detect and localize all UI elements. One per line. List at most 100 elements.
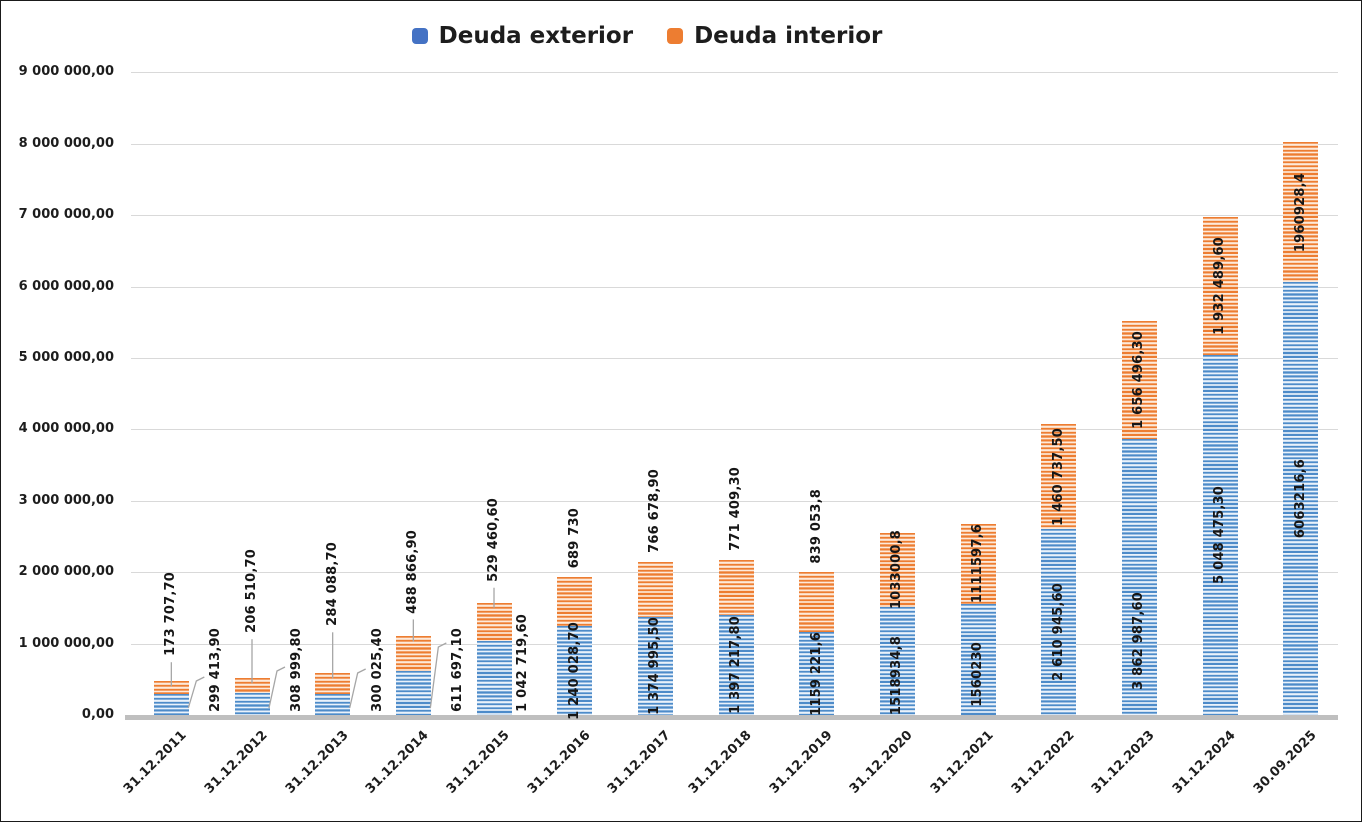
x-axis-label: 30.09.2025 bbox=[1250, 728, 1320, 797]
bar-segment-deuda-interior[interactable] bbox=[476, 602, 512, 641]
data-label-wrap: 1 932 489,60 bbox=[1211, 217, 1229, 355]
x-axis-label: 31.12.2024 bbox=[1169, 728, 1239, 797]
data-label-deuda-interior: 689 730 bbox=[566, 508, 582, 569]
data-label-deuda-interior: 766 678,90 bbox=[647, 469, 663, 554]
data-label-wrap: 1159 221,6 bbox=[808, 631, 826, 716]
data-label-wrap: 1 240 028,70 bbox=[566, 622, 584, 720]
data-label-deuda-exterior: 1518934,8 bbox=[889, 636, 905, 716]
data-label-deuda-interior: 771 409,30 bbox=[728, 467, 743, 552]
legend-item-deuda-exterior[interactable]: Deuda exterior bbox=[411, 23, 634, 49]
bar-segment-deuda-interior[interactable] bbox=[153, 681, 189, 694]
data-label-deuda-exterior: 300 025,40 bbox=[369, 628, 385, 712]
data-label-deuda-exterior: 1 042 719,60 bbox=[515, 614, 530, 712]
y-axis-label: 9 000 000,00 bbox=[18, 64, 114, 80]
data-label-deuda-interior: 1111597,6 bbox=[970, 524, 985, 604]
data-label-wrap: 1 460 737,50 bbox=[1050, 424, 1068, 528]
data-label-wrap: 1518934,8 bbox=[888, 607, 906, 715]
y-axis-label: 7 000 000,00 bbox=[18, 207, 114, 223]
data-label-deuda-interior: 488 866,90 bbox=[405, 529, 421, 614]
data-label-deuda-interior: 1 656 496,30 bbox=[1131, 331, 1147, 429]
y-axis-label: 4 000 000,00 bbox=[18, 421, 114, 437]
x-axis-label: 31.12.2018 bbox=[685, 728, 755, 797]
data-label-deuda-interior: 839 053,8 bbox=[808, 488, 824, 564]
x-axis-label: 31.12.2019 bbox=[766, 728, 836, 797]
data-label-deuda-exterior: 1159 221,6 bbox=[808, 631, 824, 716]
data-label-wrap: 1 374 995,50 bbox=[646, 617, 664, 715]
bar-segment-deuda-exterior[interactable] bbox=[476, 640, 512, 715]
x-axis-label: 31.12.2015 bbox=[443, 728, 513, 797]
bar-segment-deuda-interior[interactable] bbox=[799, 572, 835, 633]
x-axis-label: 31.12.2020 bbox=[847, 728, 916, 797]
bar-segment-deuda-interior[interactable] bbox=[1202, 216, 1238, 355]
data-label-wrap: 1560230 bbox=[969, 604, 987, 715]
x-axis-label: 31.12.2016 bbox=[524, 728, 594, 797]
data-label-deuda-exterior: 308 999,80 bbox=[289, 628, 304, 712]
data-label-wrap: 1111597,6 bbox=[969, 524, 987, 603]
data-label-deuda-exterior: 5 048 475,30 bbox=[1212, 485, 1227, 584]
bar-segment-deuda-exterior[interactable] bbox=[315, 693, 351, 715]
legend-item-deuda-interior[interactable]: Deuda interior bbox=[667, 23, 882, 49]
y-axis-label: 5 000 000,00 bbox=[18, 350, 114, 365]
y-axis-label: 6 000 000,00 bbox=[18, 278, 114, 294]
data-label-wrap: 1 397 217,80 bbox=[727, 615, 745, 715]
bar-segment-deuda-interior[interactable] bbox=[1121, 320, 1157, 440]
bar-segment-deuda-exterior[interactable] bbox=[1041, 528, 1077, 715]
bar-segment-deuda-interior[interactable] bbox=[395, 636, 431, 672]
bar-segment-deuda-exterior[interactable] bbox=[557, 626, 593, 715]
bar-segment-deuda-exterior[interactable] bbox=[637, 616, 673, 715]
data-label-deuda-interior: 1033000,8 bbox=[889, 530, 905, 610]
bar-segment-deuda-interior[interactable] bbox=[1283, 142, 1319, 283]
bar-segment-deuda-interior[interactable] bbox=[315, 673, 351, 694]
bar-segment-deuda-exterior[interactable] bbox=[718, 615, 754, 715]
bar-segment-deuda-exterior[interactable] bbox=[960, 603, 996, 715]
legend-label: Deuda interior bbox=[694, 23, 883, 49]
x-axis-label: 31.12.2013 bbox=[282, 728, 352, 797]
gridline bbox=[131, 72, 1338, 74]
bar-segment-deuda-exterior[interactable] bbox=[1121, 439, 1157, 715]
data-label-deuda-interior: 1 460 737,50 bbox=[1050, 427, 1066, 526]
bar-segment-deuda-exterior[interactable] bbox=[395, 671, 431, 715]
bar-segment-deuda-interior[interactable] bbox=[557, 577, 593, 627]
data-label-deuda-exterior: 2 610 945,60 bbox=[1050, 582, 1066, 681]
data-label-deuda-interior: 1960928,4 bbox=[1292, 172, 1308, 252]
legend-swatch-icon bbox=[667, 28, 684, 44]
x-axis-label: 31.12.2011 bbox=[121, 728, 190, 797]
gridline bbox=[131, 358, 1338, 359]
data-label-deuda-exterior: 1 240 028,70 bbox=[566, 621, 582, 720]
y-axis-label: 2 000 000,00 bbox=[18, 564, 114, 580]
x-axis-line bbox=[125, 715, 1338, 720]
data-label-wrap: 5 048 475,30 bbox=[1211, 355, 1229, 715]
bar-segment-deuda-exterior[interactable] bbox=[1283, 282, 1319, 715]
bar-segment-deuda-interior[interactable] bbox=[637, 562, 673, 617]
bar-segment-deuda-interior[interactable] bbox=[1041, 424, 1077, 529]
data-label-wrap: 1960928,4 bbox=[1292, 142, 1310, 282]
y-axis-label: 3 000 000,00 bbox=[18, 492, 114, 508]
gridline bbox=[131, 500, 1338, 502]
bar-segment-deuda-interior[interactable] bbox=[718, 560, 754, 616]
x-axis-label: 31.12.2012 bbox=[201, 728, 271, 797]
legend-label: Deuda exterior bbox=[438, 23, 634, 49]
bar-segment-deuda-interior[interactable] bbox=[879, 532, 915, 607]
gridline bbox=[131, 286, 1338, 288]
data-label-deuda-exterior: 299 413,90 bbox=[208, 628, 224, 712]
bar-segment-deuda-exterior[interactable] bbox=[799, 632, 835, 715]
data-label-deuda-exterior: 1 397 217,80 bbox=[728, 616, 743, 715]
bar-segment-deuda-exterior[interactable] bbox=[153, 693, 189, 715]
data-label-deuda-exterior: 1560230 bbox=[970, 641, 985, 707]
legend-swatch-icon bbox=[411, 28, 428, 44]
bar-segment-deuda-exterior[interactable] bbox=[1202, 354, 1238, 715]
x-axis-label: 31.12.2023 bbox=[1089, 728, 1158, 797]
data-label-wrap: 1033000,8 bbox=[888, 530, 906, 610]
bar-segment-deuda-exterior[interactable] bbox=[879, 606, 915, 715]
x-axis-label: 31.12.2017 bbox=[605, 728, 674, 797]
bar-segment-deuda-interior[interactable] bbox=[234, 678, 270, 693]
data-label-wrap: 3 862 987,60 bbox=[1130, 439, 1148, 715]
data-label-wrap: 1 656 496,30 bbox=[1130, 321, 1148, 439]
bar-segment-deuda-exterior[interactable] bbox=[234, 692, 270, 715]
data-label-deuda-interior: 529 460,60 bbox=[486, 497, 501, 582]
gridline bbox=[131, 215, 1338, 217]
bar-segment-deuda-interior[interactable] bbox=[960, 524, 996, 604]
y-axis-label: 1 000 000,00 bbox=[18, 635, 114, 651]
data-label-deuda-exterior: 611 697,10 bbox=[450, 628, 466, 712]
